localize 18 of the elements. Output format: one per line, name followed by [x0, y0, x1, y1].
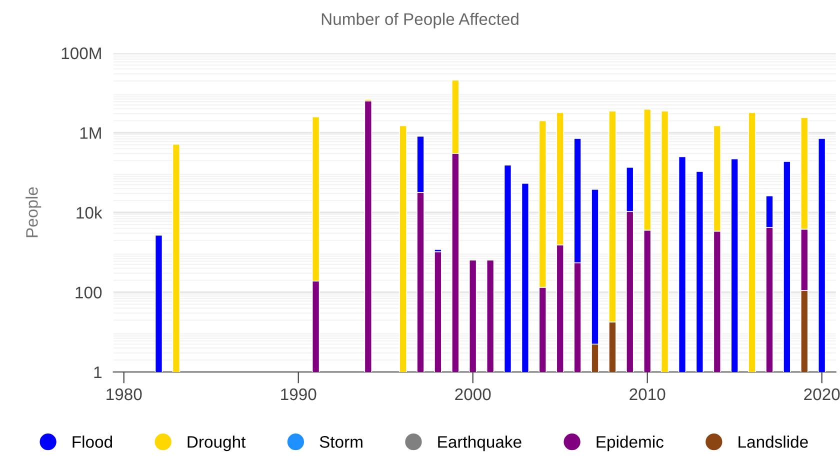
x-tick-label: 2010 [630, 388, 666, 400]
legend-label: Drought [188, 436, 246, 452]
y-tick-label: 1M [80, 127, 101, 139]
y-tick-label: 1 [94, 366, 102, 378]
legend-label: Earthquake [438, 436, 522, 452]
x-tick-label: 2000 [455, 388, 491, 400]
chart-title: Number of People Affected [322, 12, 518, 28]
legend-label: Epidemic [596, 436, 664, 452]
y-tick-label: 100 [76, 286, 102, 298]
x-tick-label: 1980 [106, 388, 142, 400]
y-tick-label: 10k [76, 206, 102, 219]
legend-label: Flood [72, 436, 112, 448]
x-tick-label: 1990 [281, 388, 316, 400]
legend-label: Storm [320, 436, 362, 448]
legend-label: Landslide [738, 436, 808, 448]
y-axis-title: People [26, 187, 42, 238]
x-tick-label: 2020 [804, 388, 840, 400]
y-tick-label: 100M [62, 47, 101, 60]
